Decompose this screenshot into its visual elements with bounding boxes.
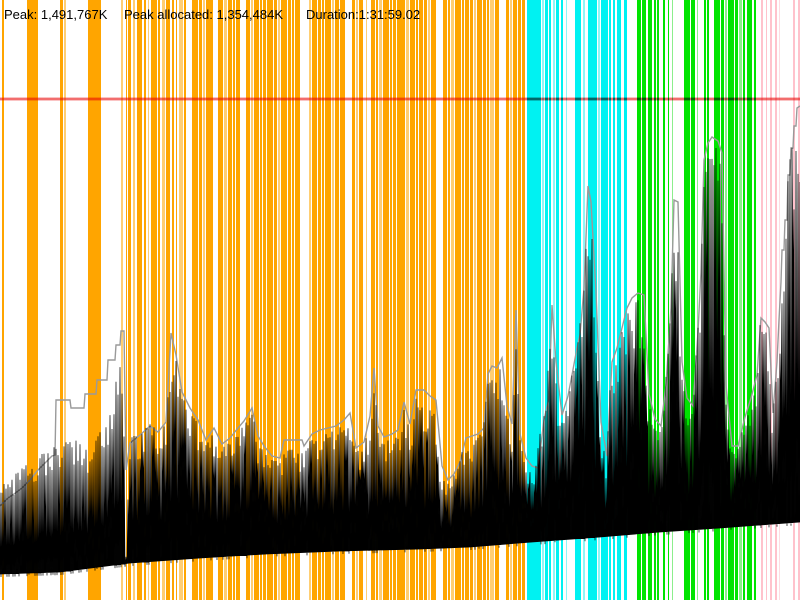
peak-memory-line xyxy=(0,97,800,101)
memory-usage-area xyxy=(0,147,800,578)
